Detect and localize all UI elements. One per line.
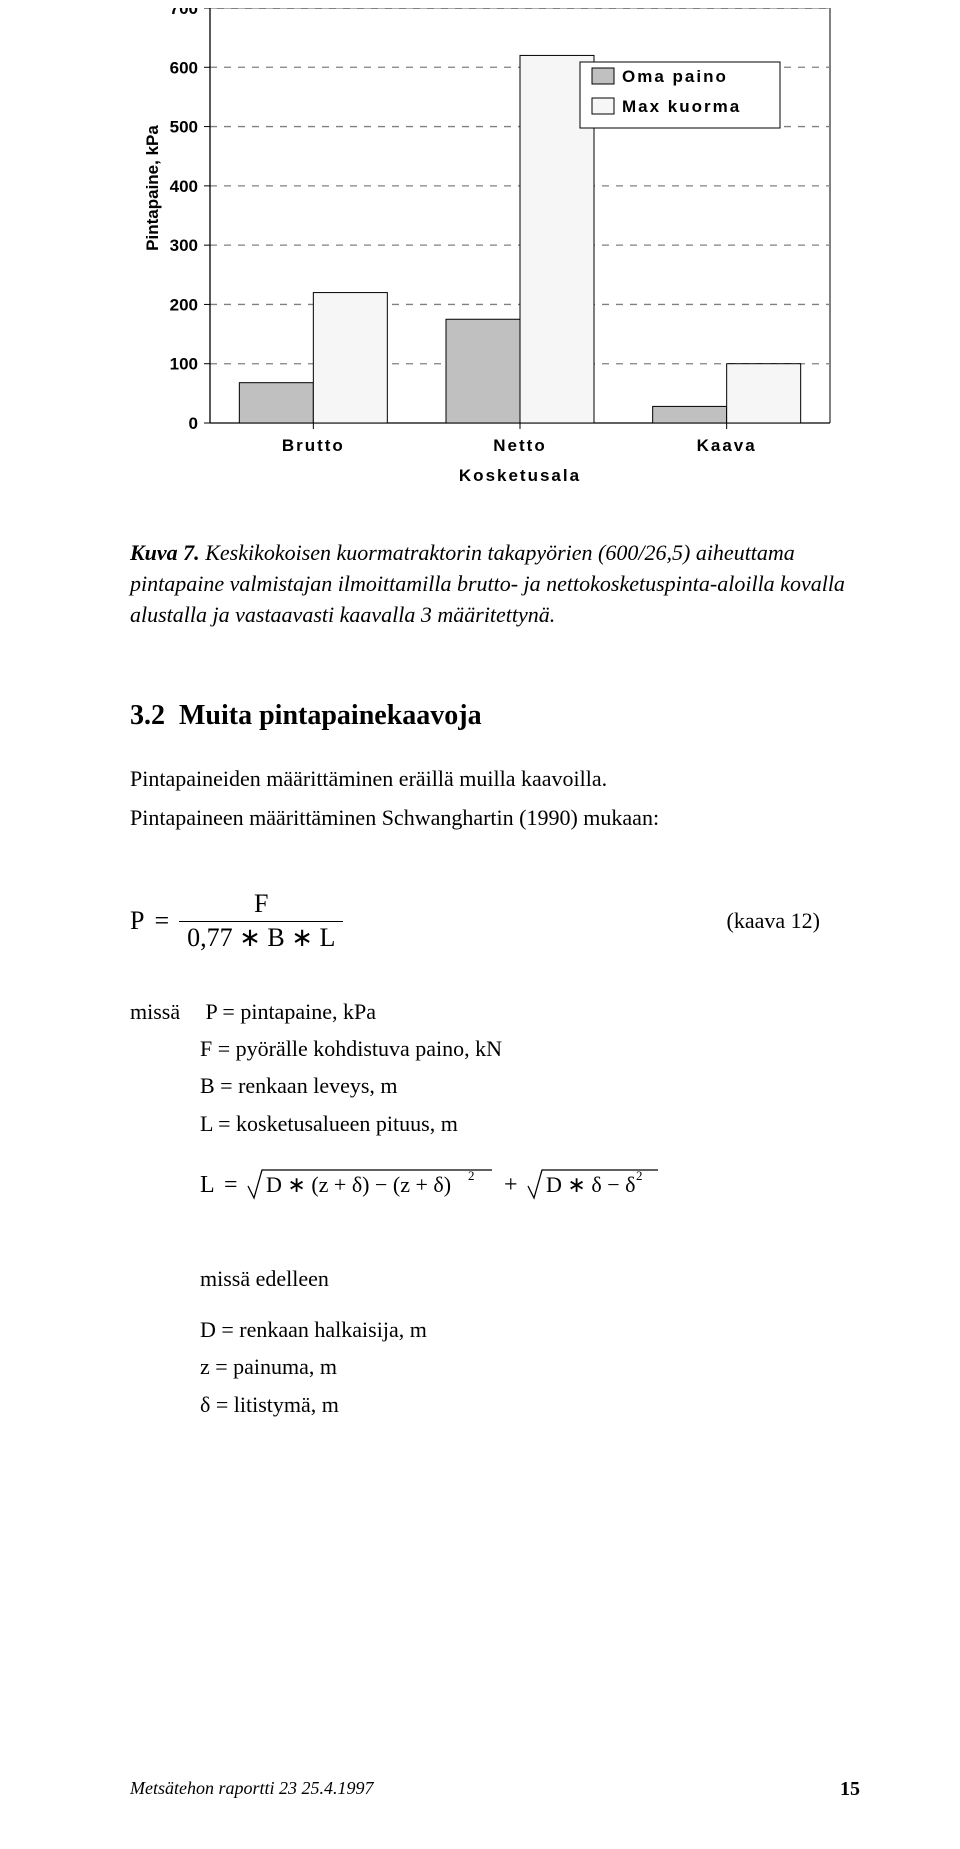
paragraph: Pintapaineiden määrittäminen eräillä mui… — [130, 762, 860, 795]
svg-text:Max kuorma: Max kuorma — [622, 97, 741, 116]
svg-text:Oma paino: Oma paino — [622, 67, 728, 86]
caption-body: Keskikokoisen kuormatraktorin takapyörie… — [130, 540, 845, 627]
page-number: 15 — [840, 1778, 860, 1801]
svg-text:2: 2 — [468, 1168, 475, 1183]
L-formula: L=D ∗ (z + δ) − (z + δ)2+D ∗ δ − δ2 — [200, 1156, 860, 1223]
where-sub-block: missä edelleen D = renkaan halkaisija, m… — [200, 1260, 860, 1424]
chart-svg: 0 100 200 300 400 500 600 700 Brutto Netto Kaava Ko… — [140, 8, 850, 508]
where-line: L = kosketusalueen pituus, m — [200, 1105, 860, 1142]
bar-chart: Pintapaine, kPa 0 100 200 300 400 500 600 700 Br… — [140, 8, 860, 508]
formula-lhs: P — [130, 906, 144, 936]
where-sub-line: z = painuma, m — [200, 1348, 860, 1385]
svg-text:L: L — [200, 1172, 215, 1198]
formula-denominator: 0,77 ∗ B ∗ L — [179, 921, 343, 953]
svg-text:500: 500 — [170, 118, 198, 137]
where-block: missä P = pintapaine, kPa F = pyörälle k… — [130, 993, 860, 1224]
formula-fraction: F 0,77 ∗ B ∗ L — [179, 890, 343, 952]
where-sub-lead: missä edelleen — [200, 1260, 860, 1297]
page-footer: Metsätehon raportti 23 25.4.1997 15 — [130, 1778, 860, 1801]
svg-text:=: = — [224, 1172, 238, 1198]
svg-text:+: + — [504, 1172, 518, 1198]
svg-text:400: 400 — [170, 177, 198, 196]
svg-text:D ∗ δ − δ: D ∗ δ − δ — [546, 1172, 635, 1197]
where-lead: missä — [130, 993, 200, 1030]
formula-label: (kaava 12) — [727, 908, 820, 934]
caption-lead: Kuva 7. — [130, 540, 200, 565]
svg-text:0: 0 — [189, 414, 198, 433]
section-number: 3.2 — [130, 700, 165, 731]
y-axis-label: Pintapaine, kPa — [143, 125, 163, 251]
where-line: P = pintapaine, kPa — [206, 999, 376, 1024]
svg-text:Netto: Netto — [493, 436, 546, 455]
section-title-text: Muita pintapainekaavoja — [179, 700, 482, 731]
svg-text:700: 700 — [170, 8, 198, 18]
where-sub-line: D = renkaan halkaisija, m — [200, 1311, 860, 1348]
svg-text:200: 200 — [170, 295, 198, 314]
svg-text:Kosketusala: Kosketusala — [459, 466, 581, 485]
svg-text:600: 600 — [170, 58, 198, 77]
svg-text:300: 300 — [170, 236, 198, 255]
where-line: F = pyörälle kohdistuva paino, kN — [200, 1030, 860, 1067]
L-formula-svg: L=D ∗ (z + δ) − (z + δ)2+D ∗ δ − δ2 — [200, 1156, 680, 1212]
where-line: B = renkaan leveys, m — [200, 1067, 860, 1104]
svg-text:D ∗ (z + δ) − (z + δ): D ∗ (z + δ) − (z + δ) — [266, 1172, 451, 1197]
svg-text:Kaava: Kaava — [697, 436, 757, 455]
section-heading: 3.2 Muita pintapainekaavoja — [130, 700, 860, 732]
formula-numerator: F — [246, 890, 276, 921]
footer-left: Metsätehon raportti 23 25.4.1997 — [130, 1778, 374, 1801]
svg-text:2: 2 — [636, 1168, 643, 1183]
svg-text:100: 100 — [170, 355, 198, 374]
formula-eq: = — [154, 906, 169, 936]
paragraph: Pintapaineen määrittäminen Schwanghartin… — [130, 801, 860, 834]
formula-row: P = F 0,77 ∗ B ∗ L (kaava 12) — [130, 890, 860, 952]
formula-12: P = F 0,77 ∗ B ∗ L — [130, 890, 343, 952]
svg-text:Brutto: Brutto — [282, 436, 345, 455]
where-sub-line: δ = litistymä, m — [200, 1386, 860, 1423]
figure-caption: Kuva 7. Keskikokoisen kuormatraktorin ta… — [130, 538, 860, 630]
